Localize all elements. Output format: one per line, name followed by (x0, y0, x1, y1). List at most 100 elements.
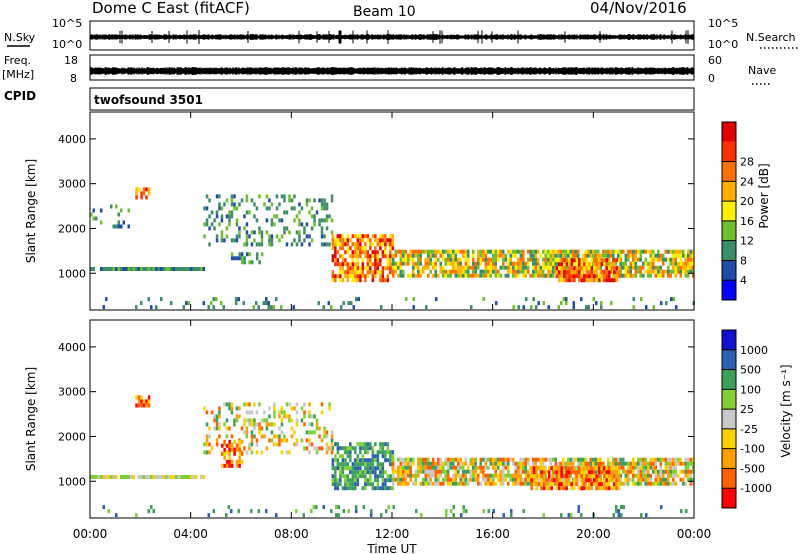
scatter-cell (225, 450, 229, 455)
scatter-cell (349, 446, 352, 451)
scatter-cell (185, 475, 188, 479)
scatter-cell (464, 477, 467, 482)
scatter-cell (349, 470, 352, 475)
scatter-cell (359, 278, 362, 283)
scatter-cell (280, 438, 284, 443)
scatter-cell (371, 454, 375, 459)
scatter-cell (567, 466, 571, 471)
scatter-cell (429, 465, 432, 470)
scatter-cell (539, 273, 542, 278)
scatter-cell (275, 234, 279, 239)
scatter-cell (657, 477, 660, 482)
scatter-cell (647, 469, 650, 474)
scatter-cell (263, 418, 266, 423)
scatter-cell (263, 410, 266, 415)
scatter-cell (308, 410, 311, 415)
scatter-cell (293, 406, 296, 411)
scatter-cell (512, 477, 515, 482)
scatter-cell (325, 214, 329, 219)
scatter-cell (467, 477, 470, 482)
scatter-cell (268, 206, 271, 211)
scatter-cell (407, 457, 410, 462)
scatter-cell (354, 274, 357, 279)
scatter-cell (240, 260, 244, 265)
scatter-cell (263, 434, 266, 439)
scatter-cell (394, 477, 397, 482)
scatter-cell (336, 262, 340, 267)
scatter-cell (399, 265, 402, 270)
scatter-cell (392, 273, 395, 278)
scatter-cell (356, 278, 360, 283)
scatter-cell (502, 261, 505, 266)
scatter-cell (344, 474, 347, 479)
scatter-cell (484, 465, 487, 470)
scatter-cell (140, 403, 143, 408)
colorbar-tick-label: 500 (740, 364, 761, 377)
scatter-cell (592, 297, 595, 302)
scatter-cell (447, 257, 450, 262)
scatter-cell (487, 465, 490, 470)
scatter-cell (677, 261, 680, 266)
scatter-cell (582, 253, 585, 258)
scatter-cell (303, 410, 306, 415)
scatter-cell (619, 257, 622, 262)
scatter-cell (253, 434, 256, 439)
scatter-cell (677, 249, 680, 254)
scatter-cell (519, 265, 522, 270)
scatter-cell (507, 273, 510, 278)
scatter-cell (570, 482, 573, 487)
scatter-cell (577, 474, 581, 479)
scatter-cell (544, 473, 547, 478)
scatter-cell (482, 473, 485, 478)
scatter-cell (592, 466, 596, 471)
scatter-cell (349, 254, 352, 259)
scatter-cell (502, 469, 505, 474)
scatter-cell (283, 434, 286, 439)
scatter-cell (437, 473, 440, 478)
scatter-cell (557, 470, 561, 475)
scatter-cell (494, 473, 497, 478)
scatter-cell (331, 246, 335, 251)
scatter-cell (268, 422, 271, 427)
scatter-cell (424, 249, 427, 254)
scatter-cell (414, 265, 417, 270)
scatter-cell (268, 414, 271, 419)
scatter-cell (489, 477, 492, 482)
scatter-cell (205, 410, 209, 415)
scatter-cell (346, 478, 350, 483)
colorbar-swatch (722, 181, 736, 202)
scatter-cell (407, 253, 410, 258)
scatter-cell (427, 473, 430, 478)
scatter-cell (479, 465, 482, 470)
scatter-cell (494, 465, 497, 470)
scatter-cell (223, 463, 226, 468)
scatter-cell (629, 465, 632, 470)
scatter-cell (419, 269, 422, 274)
scatter-cell (482, 273, 485, 278)
scatter-cell (402, 477, 405, 482)
scatter-cell (399, 465, 402, 470)
scatter-cell (492, 477, 495, 482)
scatter-cell (584, 253, 587, 258)
scatter-cell (245, 426, 249, 431)
x-tick-labels: 00:00 04:00 08:00 12:00 16:00 20:00 00:00 (73, 527, 712, 541)
scatter-cell (547, 249, 550, 254)
scatter-cell (502, 473, 505, 478)
scatter-cell (449, 253, 452, 258)
scatter-cell (534, 461, 537, 466)
scatter-cell (547, 305, 550, 310)
scatter-cell (250, 422, 254, 427)
scatter-cell (514, 261, 517, 266)
scatter-cell (447, 465, 450, 470)
colorbar-tick-label: 28 (740, 156, 754, 169)
scatter-cell (692, 469, 695, 474)
scatter-cell (356, 470, 360, 475)
scatter-cell (615, 486, 618, 491)
scatter-cell (349, 466, 352, 471)
scatter-cell (315, 422, 319, 427)
scatter-cell (459, 477, 462, 482)
scatter-cell (364, 250, 367, 255)
scatter-cell (587, 253, 590, 258)
scatter-cell (339, 262, 342, 267)
scatter-cell (620, 513, 623, 518)
